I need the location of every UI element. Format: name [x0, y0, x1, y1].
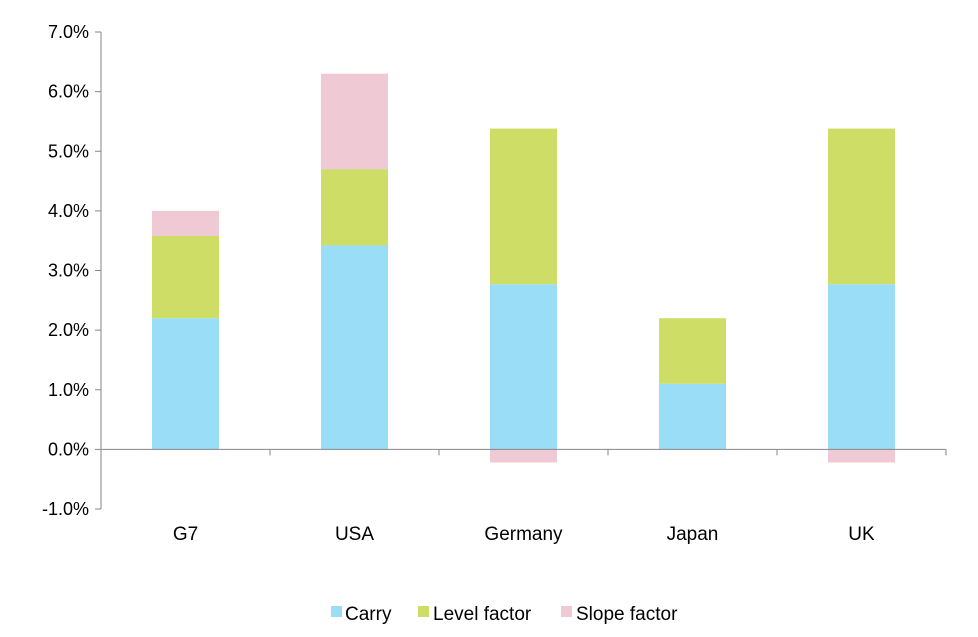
bar-germany-slope-factor [490, 449, 557, 463]
y-tick-label: 7.0% [48, 22, 89, 42]
legend-label: Carry [345, 604, 392, 625]
x-axis: G7 USA Germany Japan UK [100, 448, 947, 545]
legend-swatch-level-factor [418, 606, 429, 617]
y-tick-label: 6.0% [48, 82, 89, 102]
y-tick-label: 5.0% [48, 141, 89, 161]
bar-g7-slope-factor [152, 210, 219, 236]
bar-japan-carry [659, 383, 726, 450]
bar-germany-carry [490, 284, 557, 450]
y-tick-label: 1.0% [48, 380, 89, 400]
y-axis: -1.0% 0.0% 1.0% 2.0% 3.0% 4.0% 5.0% 6.0% 7.0% [42, 22, 102, 519]
bar-germany-level-factor [490, 128, 557, 285]
x-tick-label: G7 [173, 524, 198, 545]
bar-uk-level-factor [828, 128, 895, 285]
bars-group [152, 73, 895, 463]
bar-g7-carry [152, 318, 219, 450]
legend-label: Level factor [433, 604, 532, 625]
x-tick-label: UK [848, 524, 875, 545]
legend-swatch-carry [331, 606, 342, 617]
legend-swatch-slope-factor [561, 606, 572, 617]
bar-uk-carry [828, 284, 895, 450]
bar-uk-slope-factor [828, 449, 895, 463]
x-tick-label: USA [335, 524, 374, 545]
y-tick-label: 4.0% [48, 201, 89, 221]
bar-usa-level-factor [321, 169, 388, 246]
legend: Carry Level factor Slope factor [331, 604, 678, 625]
legend-label: Slope factor [576, 604, 678, 625]
y-tick-label: -1.0% [42, 499, 89, 519]
bar-g7-level-factor [152, 235, 219, 319]
y-tick-label: 0.0% [48, 439, 89, 459]
bar-usa-slope-factor [321, 73, 388, 170]
bar-usa-carry [321, 245, 388, 450]
y-tick-label: 3.0% [48, 261, 89, 281]
x-tick-label: Japan [667, 524, 719, 545]
bar-japan-level-factor [659, 318, 726, 384]
y-tick-label: 2.0% [48, 320, 89, 340]
x-tick-label: Germany [484, 524, 563, 545]
